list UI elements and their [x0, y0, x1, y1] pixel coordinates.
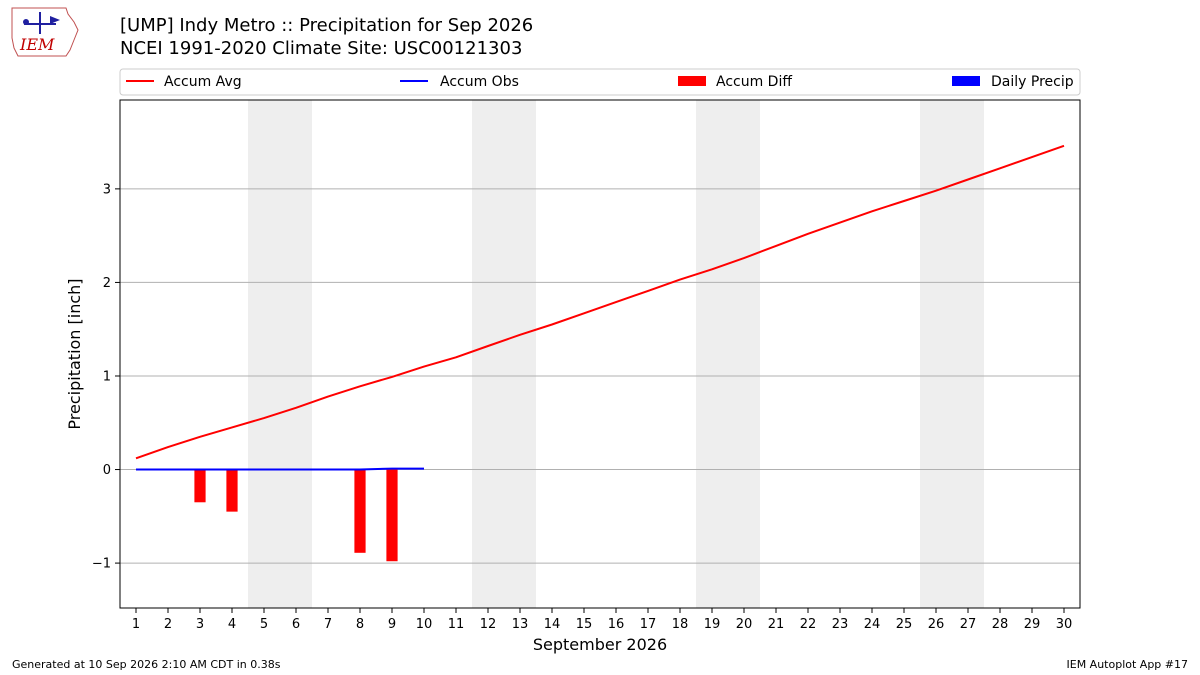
- accum-obs-line: [136, 467, 424, 471]
- x-tick-label: 7: [324, 617, 332, 632]
- legend-swatch-accum-diff: [678, 76, 706, 86]
- y-tick-label: 1: [103, 369, 111, 384]
- accum-diff-bar-day-3: [194, 469, 206, 503]
- x-tick-label: 23: [832, 617, 849, 632]
- weekend-shade-day-6: [280, 100, 312, 608]
- weekend-shading: [248, 100, 984, 608]
- weekend-shade-day-12: [472, 100, 504, 608]
- x-tick-label: 22: [800, 617, 817, 632]
- x-tick-label: 13: [512, 617, 529, 632]
- x-axis: 1 2 3 4 5 6 7 8 9 10 11 12 13 14 15 16 17 18 19 20 21 22 23 24 2…: [132, 608, 1072, 632]
- y-axis-label: Precipitation [inch]: [65, 278, 84, 429]
- iem-logo: IEM: [11, 7, 79, 57]
- x-tick-label: 2: [164, 617, 172, 632]
- y-axis: −1 0 1 2 3: [92, 182, 120, 572]
- legend-label-accum-obs: Accum Obs: [440, 74, 519, 90]
- weekend-shade-day-5: [248, 100, 280, 608]
- x-tick-label: 10: [416, 617, 433, 632]
- chart-title: [UMP] Indy Metro :: Precipitation for Se…: [120, 15, 533, 36]
- y-tick-label: 2: [103, 276, 111, 291]
- y-tick-label: 3: [103, 182, 111, 197]
- footer-generated: Generated at 10 Sep 2026 2:10 AM CDT in …: [12, 658, 281, 671]
- legend-frame: [119, 68, 1081, 96]
- x-tick-label: 8: [356, 617, 364, 632]
- legend: Accum Avg Accum Obs Accum Diff Daily Pre…: [119, 68, 1081, 96]
- accum-diff-bar-day-4: [226, 469, 238, 512]
- wind-vane-icon: [50, 16, 60, 24]
- weekend-shade-day-19: [696, 100, 728, 608]
- x-tick-label: 6: [292, 617, 300, 632]
- accum-diff-bars: [194, 469, 398, 562]
- y-tick-label: 0: [103, 463, 111, 478]
- weekend-shade-day-26: [920, 100, 952, 608]
- iowa-outline-shape: [11, 7, 79, 57]
- x-tick-label: 30: [1056, 617, 1073, 632]
- x-tick-label: 26: [928, 617, 945, 632]
- logo-text: IEM: [19, 35, 55, 54]
- accum-diff-bar-day-8: [354, 469, 366, 553]
- x-tick-label: 29: [1024, 617, 1041, 632]
- x-tick-label: 4: [228, 617, 236, 632]
- x-tick-label: 12: [480, 617, 497, 632]
- footer-app: IEM Autoplot App #17: [1067, 658, 1189, 671]
- x-axis-label: September 2026: [533, 635, 667, 654]
- plot-frame: [119, 99, 1081, 609]
- x-tick-label: 24: [864, 617, 881, 632]
- x-tick-label: 1: [132, 617, 140, 632]
- accum-diff-bar-day-9: [386, 469, 398, 562]
- x-tick-label: 5: [260, 617, 268, 632]
- legend-label-accum-diff: Accum Diff: [716, 74, 792, 90]
- x-tick-label: 25: [896, 617, 913, 632]
- x-tick-label: 3: [196, 617, 204, 632]
- x-tick-label: 19: [704, 617, 721, 632]
- y-tick-label: −1: [92, 557, 111, 572]
- weekend-shade-day-13: [504, 100, 536, 608]
- x-tick-label: 27: [960, 617, 977, 632]
- x-tick-label: 28: [992, 617, 1009, 632]
- x-tick-label: 20: [736, 617, 753, 632]
- legend-label-accum-avg: Accum Avg: [164, 74, 242, 90]
- x-tick-label: 21: [768, 617, 785, 632]
- x-tick-label: 11: [448, 617, 465, 632]
- legend-label-daily-precip: Daily Precip: [991, 74, 1074, 90]
- legend-swatch-daily-precip: [952, 76, 980, 86]
- x-tick-label: 17: [640, 617, 657, 632]
- x-tick-label: 15: [576, 617, 593, 632]
- x-tick-label: 9: [388, 617, 396, 632]
- weekend-shade-day-20: [728, 100, 760, 608]
- x-tick-label: 16: [608, 617, 625, 632]
- chart-subtitle: NCEI 1991-2020 Climate Site: USC00121303: [120, 38, 522, 59]
- accum-avg-line: [135, 144, 1065, 460]
- x-tick-label: 14: [544, 617, 561, 632]
- x-tick-label: 18: [672, 617, 689, 632]
- series-lines: [135, 144, 1065, 471]
- anemometer-icon: [23, 19, 29, 25]
- weekend-shade-day-27: [952, 100, 984, 608]
